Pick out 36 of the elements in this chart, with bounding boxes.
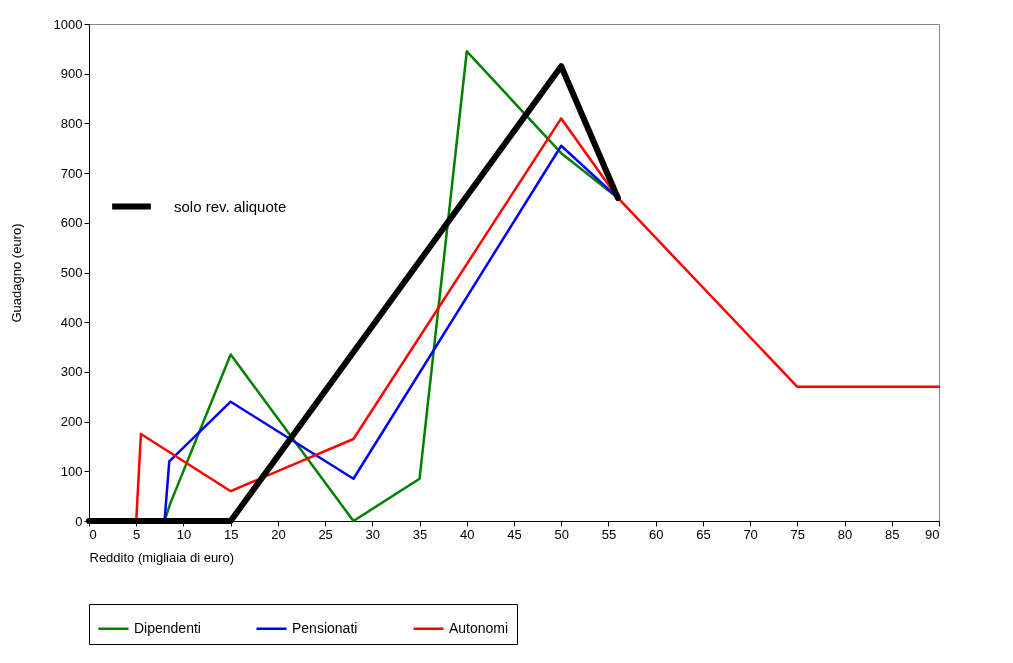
y-tick-label: 0 bbox=[75, 513, 83, 529]
x-tick-label: 80 bbox=[837, 526, 853, 542]
y-tick-label: 200 bbox=[60, 414, 83, 430]
x-tick-label: 40 bbox=[460, 526, 475, 542]
y-tick-label: 900 bbox=[60, 66, 83, 82]
x-tick-label: 50 bbox=[554, 526, 569, 542]
x-tick-label: 55 bbox=[601, 526, 617, 542]
legend-label: Pensionati bbox=[292, 619, 358, 636]
y-tick-label: 600 bbox=[60, 215, 83, 231]
legend-label: solo rev. aliquote bbox=[174, 197, 287, 215]
y-tick-label: 100 bbox=[60, 463, 83, 479]
legend-label: Dipendenti bbox=[134, 619, 201, 636]
x-tick-label: 45 bbox=[507, 526, 522, 542]
x-tick-label: 90 bbox=[925, 526, 940, 542]
x-tick-label: 30 bbox=[365, 526, 381, 542]
x-tick-label: 65 bbox=[696, 526, 711, 542]
y-tick-label: 500 bbox=[60, 265, 83, 280]
x-tick-label: 70 bbox=[743, 526, 758, 542]
x-tick-label: 85 bbox=[885, 526, 900, 542]
y-axis-title: Guadagno (euro) bbox=[8, 223, 24, 323]
y-tick-label: 700 bbox=[60, 165, 83, 181]
x-tick-label: 75 bbox=[790, 526, 806, 542]
x-tick-label: 60 bbox=[648, 526, 664, 542]
x-tick-label: 15 bbox=[223, 526, 239, 542]
x-axis-title: Reddito (migliaia di euro) bbox=[89, 549, 235, 565]
y-tick-label: 300 bbox=[60, 364, 83, 380]
x-tick-label: 25 bbox=[318, 526, 333, 542]
x-tick-label: 35 bbox=[412, 526, 428, 542]
x-tick-label: 10 bbox=[176, 526, 192, 542]
legend-label: Autonomi bbox=[449, 619, 509, 636]
x-tick-label: 20 bbox=[271, 526, 286, 542]
y-tick-label: 800 bbox=[60, 115, 83, 131]
x-tick-label: 0 bbox=[89, 526, 97, 542]
y-tick-label: 400 bbox=[60, 314, 83, 330]
y-tick-label: 1000 bbox=[53, 16, 83, 32]
x-tick-label: 5 bbox=[133, 526, 141, 542]
